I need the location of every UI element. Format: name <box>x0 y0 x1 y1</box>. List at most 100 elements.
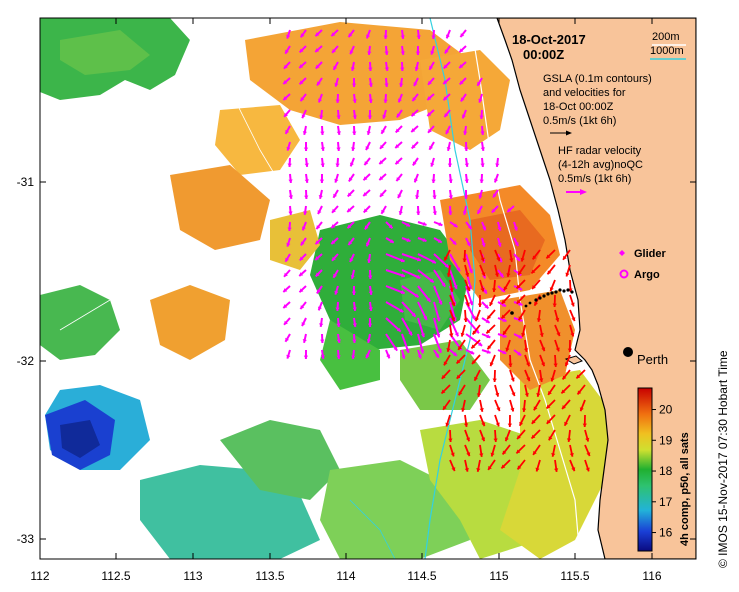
gsla-arrow <box>299 29 307 38</box>
gsla-arrow <box>430 45 435 55</box>
gsla-arrow <box>465 333 483 347</box>
gsla-arrow <box>319 109 324 120</box>
gsla-arrow <box>334 285 339 295</box>
hf-arrow <box>517 309 526 321</box>
hf-arrow <box>440 384 451 395</box>
gsla-note-line1: GSLA (0.1m contours) <box>543 73 652 85</box>
hf-arrow <box>457 339 466 351</box>
gsla-arrow <box>416 29 421 40</box>
gsla-arrow <box>401 349 406 359</box>
hf-arrow <box>505 339 511 352</box>
hf-arrow <box>530 429 541 440</box>
gsla-arrow <box>416 205 421 216</box>
hf-arrow <box>569 459 576 472</box>
hf-arrow <box>561 399 571 410</box>
gsla-arrow <box>363 157 371 166</box>
hf-arrow <box>493 429 498 443</box>
gsla-arrow <box>478 93 483 103</box>
hf-arrow <box>501 294 511 305</box>
hf-arrow <box>546 264 556 275</box>
hf-arrow <box>479 279 485 292</box>
hf-arrow <box>464 279 471 292</box>
gsla-arrow <box>349 157 355 167</box>
gsla-arrow <box>336 349 341 360</box>
gsla-arrow <box>495 157 500 168</box>
hf-arrow <box>553 354 558 368</box>
hf-arrow <box>463 414 469 428</box>
gsla-arrow <box>317 93 323 103</box>
gsla-arrow <box>284 45 291 55</box>
x-tick-label: 116 <box>642 569 661 583</box>
gsla-arrow <box>383 29 388 40</box>
hf-arrow <box>517 264 526 276</box>
gsla-arrow <box>444 45 451 54</box>
gsla-arrow <box>428 141 435 151</box>
y-tick-label: -33 <box>17 532 35 546</box>
gsla-arrow <box>449 269 458 290</box>
gsla-arrow <box>460 93 467 102</box>
gsla-arrow <box>497 237 502 247</box>
hf-arrow <box>550 369 556 382</box>
gsla-arrow <box>506 205 515 213</box>
gsla-arrow <box>433 237 443 244</box>
gsla-arrow <box>400 45 405 56</box>
sst-patch-south-green <box>220 420 340 500</box>
hf-arrow <box>524 384 529 397</box>
gsla-arrow <box>378 157 387 165</box>
gsla-arrow <box>365 349 371 359</box>
gsla-arrow <box>394 141 403 149</box>
gsla-arrow <box>401 221 411 228</box>
hf-arrow <box>502 324 511 336</box>
hf-arrow <box>535 459 541 472</box>
hf-arrow <box>460 324 466 337</box>
gsla-arrow <box>379 189 387 198</box>
hf-arrow <box>567 339 573 353</box>
gsla-velocity-arrows <box>282 29 523 360</box>
gsla-note-line3: 18-Oct 00:00Z <box>543 101 614 113</box>
gsla-arrow <box>351 349 356 360</box>
hf-arrow <box>479 264 486 277</box>
gsla-arrow <box>336 317 341 328</box>
gsla-arrow <box>301 317 307 327</box>
hf-arrow <box>520 249 526 262</box>
hf-arrow <box>456 369 466 380</box>
gsla-arrow <box>367 45 372 56</box>
gsla-arrow <box>352 93 357 104</box>
gsla-arrow <box>317 301 323 311</box>
gsla-arrow <box>347 237 355 246</box>
gsla-arrow <box>401 269 421 279</box>
gsla-arrow <box>319 173 325 184</box>
hf-arrow <box>531 414 541 425</box>
gsla-arrow <box>497 301 507 308</box>
hf-arrow <box>545 249 556 260</box>
colorbar-title: 4h comp, p50, all sats <box>679 432 691 546</box>
colorbar-gradient <box>637 387 653 552</box>
gsla-arrow <box>298 285 307 293</box>
hf-arrow <box>492 279 497 293</box>
hf-scale-arrow <box>566 189 587 195</box>
gsla-arrow <box>283 269 291 278</box>
gsla-arrow <box>368 77 373 88</box>
gsla-arrow <box>497 349 507 355</box>
gsla-arrow <box>415 45 421 56</box>
hf-arrow <box>554 339 560 352</box>
gsla-arrow <box>298 45 307 54</box>
sst-patch-center-green-light <box>320 320 380 390</box>
colorbar-ticks: 20 19 18 17 16 <box>652 403 673 540</box>
gsla-arrow <box>304 173 309 184</box>
gsla-arrow <box>417 221 427 226</box>
gsla-note-line4: 0.5m/s (1kt 6h) <box>543 115 616 127</box>
gsla-arrow <box>385 317 402 333</box>
gsla-arrow <box>352 125 357 136</box>
gsla-arrow <box>284 125 291 135</box>
gsla-arrow <box>415 189 420 200</box>
sst-patch-north-right <box>420 50 510 150</box>
gsla-arrow <box>401 333 410 354</box>
gsla-arrow <box>314 253 323 261</box>
gsla-arrow <box>401 285 420 299</box>
hf-arrow <box>584 444 591 457</box>
gsla-arrow <box>464 173 469 184</box>
gsla-arrow <box>367 253 372 264</box>
gsla-arrow <box>397 93 403 103</box>
gsla-arrow <box>426 93 435 101</box>
